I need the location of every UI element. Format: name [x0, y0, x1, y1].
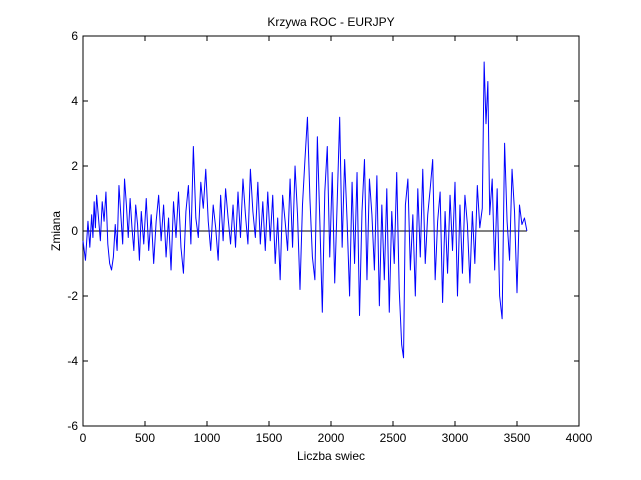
x-tick-label: 3000 [442, 431, 469, 445]
y-tick-label: 4 [71, 94, 78, 108]
x-tick-label: 1000 [194, 431, 221, 445]
y-tick-label: 6 [71, 29, 78, 43]
x-tick-label: 3500 [504, 431, 531, 445]
series-line [82, 61, 528, 359]
x-tick-label: 2000 [318, 431, 345, 445]
chart-title: Krzywa ROC - EURJPY [267, 15, 394, 29]
x-tick-label: 500 [135, 431, 155, 445]
x-tick-label: 4000 [566, 431, 593, 445]
x-tick-label: 2500 [380, 431, 407, 445]
y-tick-label: -2 [67, 289, 78, 303]
series-layer [82, 61, 528, 359]
x-axis: 0 500 1000 1500 2000 2500 3000 3500 4000 [80, 36, 593, 445]
y-axis-label: Zmiana [49, 211, 63, 251]
y-tick-label: 0 [71, 224, 78, 238]
x-tick-label: 1500 [256, 431, 283, 445]
x-axis-label: Liczba swiec [297, 449, 365, 463]
y-tick-label: -4 [67, 354, 78, 368]
y-tick-label: -6 [67, 419, 78, 433]
y-tick-label: 2 [71, 159, 78, 173]
x-tick-label: 0 [80, 431, 87, 445]
